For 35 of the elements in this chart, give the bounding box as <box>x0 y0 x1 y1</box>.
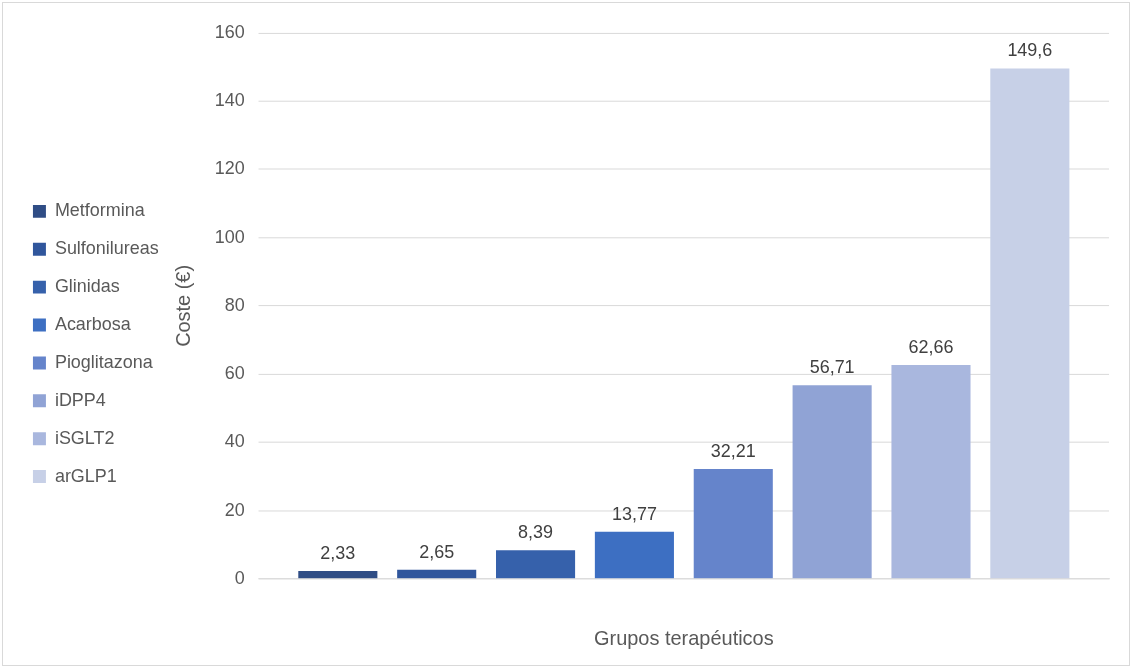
y-tick-label: 40 <box>224 431 245 452</box>
data-label: 149,6 <box>1007 40 1053 61</box>
legend-label: iSGLT2 <box>54 427 115 448</box>
y-tick-label: 20 <box>224 499 245 520</box>
bar <box>891 365 971 579</box>
data-label: 56,71 <box>809 357 855 378</box>
y-tick-label: 80 <box>224 294 245 315</box>
y-tick-label: 100 <box>214 226 245 247</box>
legend-label: Metformina <box>54 200 145 221</box>
y-tick-label: 120 <box>214 158 245 179</box>
bar <box>990 68 1070 579</box>
legend-label: Acarbosa <box>54 313 131 334</box>
bar <box>496 550 576 579</box>
legend-label: iDPP4 <box>54 389 106 410</box>
y-tick-label: 60 <box>224 363 245 384</box>
y-tick-label: 0 <box>234 567 245 588</box>
bar <box>792 385 872 579</box>
data-label: 2,65 <box>419 541 455 562</box>
legend-label: arGLP1 <box>54 465 117 486</box>
data-label: 13,77 <box>611 503 657 524</box>
legend-label: Glinidas <box>54 276 120 297</box>
data-label: 32,21 <box>710 440 756 461</box>
legend-label: Sulfonilureas <box>54 238 159 259</box>
bar <box>298 570 378 579</box>
data-label: 2,33 <box>320 542 356 563</box>
y-tick-label: 160 <box>214 21 245 42</box>
y-tick-label: 140 <box>214 90 245 111</box>
y-axis-title: Coste (€) <box>172 264 195 347</box>
data-label: 62,66 <box>908 337 954 358</box>
legend-label: Pioglitazona <box>54 351 153 372</box>
bar <box>594 531 674 579</box>
bar <box>693 468 773 579</box>
data-label: 8,39 <box>518 522 554 543</box>
x-axis-title: Grupos terapéuticos <box>594 626 774 649</box>
bar <box>397 569 477 579</box>
